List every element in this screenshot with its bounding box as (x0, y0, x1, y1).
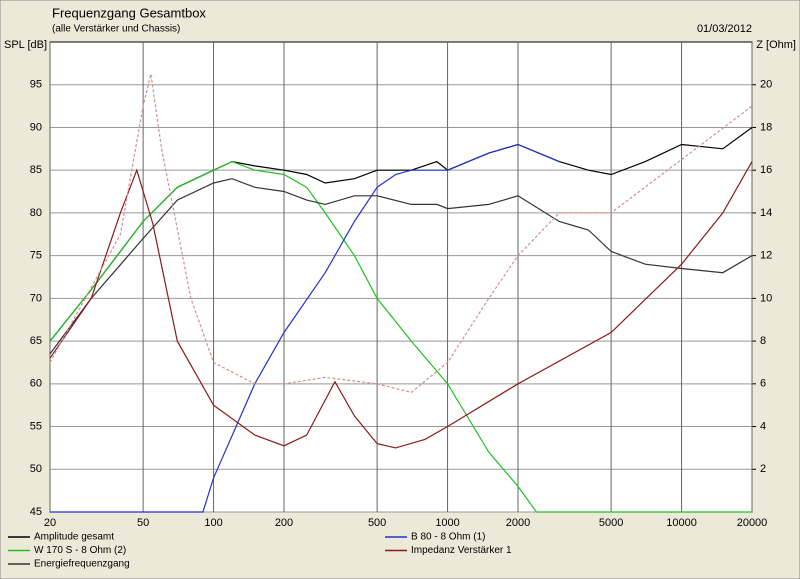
series-line (49, 178, 753, 355)
legend-label: B 80 - 8 Ohm (1) (411, 532, 485, 543)
y2-tick-label: 4 (760, 420, 766, 432)
y-tick-label: 75 (30, 250, 42, 262)
y-tick-label: 70 (30, 292, 42, 304)
y2-tick-label: 18 (760, 121, 772, 133)
y-tick-label: 45 (30, 506, 42, 518)
y2-tick-label: 8 (760, 335, 766, 347)
y-tick-label: 90 (30, 121, 42, 133)
y-tick-label: 60 (30, 378, 42, 390)
y2-tick-label: 16 (760, 164, 772, 176)
x-tick-label: 1000 (435, 517, 459, 529)
x-tick-label: 5000 (599, 517, 623, 529)
y-tick-label: 55 (30, 420, 42, 432)
chart-date: 01/03/2012 (697, 23, 752, 35)
x-tick-label: 20000 (737, 517, 768, 529)
y-tick-label: 80 (30, 207, 42, 219)
series-line (49, 161, 753, 449)
y2-tick-label: 10 (760, 292, 772, 304)
x-tick-label: 200 (275, 517, 293, 529)
legend-label: Amplitude gesamt (34, 532, 114, 543)
x-tick-label: 100 (204, 517, 222, 529)
x-tick-label: 500 (368, 517, 386, 529)
x-tick-label: 50 (137, 517, 149, 529)
series-line (49, 73, 753, 394)
y2-tick-label: 6 (760, 378, 766, 390)
y2-tick-label: 20 (760, 79, 772, 91)
y-tick-label: 85 (30, 164, 42, 176)
y-tick-label: 65 (30, 335, 42, 347)
x-tick-label: 20 (44, 517, 56, 529)
y2-tick-label: 12 (760, 250, 772, 262)
series-line (49, 160, 752, 513)
y2-tick-label: 2 (760, 463, 766, 475)
y2-tick-label: 14 (760, 207, 772, 219)
chart-title: Frequenzgang Gesamtbox (52, 5, 206, 20)
x-tick-label: 2000 (506, 517, 530, 529)
y2-axis-label: Z [Ohm] (756, 39, 796, 51)
chart-subtitle: (alle Verstärker und Chassis) (52, 24, 180, 35)
y-tick-label: 50 (30, 463, 42, 475)
legend-label: Impedanz Verstärker 1 (411, 545, 512, 556)
series-line (50, 143, 560, 513)
legend-label: Energiefrequenzgang (34, 559, 130, 570)
x-tick-label: 10000 (666, 517, 697, 529)
legend-label: W 170 S - 8 Ohm (2) (34, 545, 126, 556)
y-tick-label: 95 (30, 79, 42, 91)
plot-area (49, 41, 753, 513)
y-axis-label: SPL [dB] (4, 39, 47, 51)
